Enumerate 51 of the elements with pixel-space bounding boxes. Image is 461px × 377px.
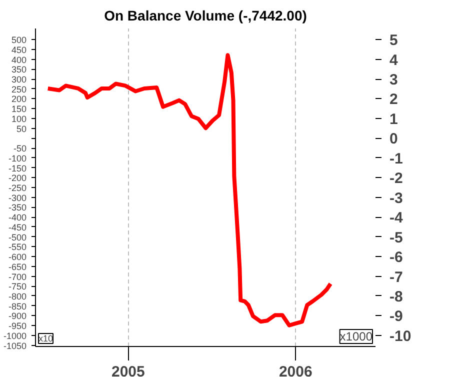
y-tick-label: -150 xyxy=(8,163,26,174)
y-tick-label: 350 xyxy=(11,64,27,75)
y-tick-label: 150 xyxy=(11,104,27,114)
y2-tick-label: 2 xyxy=(390,91,398,108)
x-tick-label: 2006 xyxy=(278,364,312,377)
y-tick-label: -650 xyxy=(8,262,26,272)
y2-tick-label: 1 xyxy=(390,110,398,128)
y-tick-label: 50 xyxy=(16,124,27,134)
y-tick-label: -200 xyxy=(8,173,26,184)
y-tick-label: -50 xyxy=(13,144,27,154)
y2-tick-label: 4 xyxy=(390,52,398,69)
y-tick-label: -700 xyxy=(8,272,26,282)
y2-tick-label: 3 xyxy=(390,72,398,88)
y2-tick-label: 5 xyxy=(390,32,398,50)
y-tick-label: -300 xyxy=(8,192,26,203)
y-tick-label: -400 xyxy=(8,212,26,223)
y-tick-label: 300 xyxy=(11,74,27,84)
y-tick-label: -900 xyxy=(8,311,26,322)
line-series xyxy=(46,53,333,328)
y-tick-label: -800 xyxy=(8,292,26,302)
y-tick-label: -750 xyxy=(8,282,26,292)
y2-tick-label: 0 xyxy=(390,130,398,148)
y2-tick-label: -9 xyxy=(390,308,403,326)
y-tick-label: -1050 xyxy=(3,340,27,351)
y-tick-label: 400 xyxy=(11,54,27,65)
y-tick-label: 450 xyxy=(11,44,27,55)
y-tick-label: -450 xyxy=(8,222,26,232)
y-tick-label: 200 xyxy=(11,94,27,104)
x-tick-label: 2005 xyxy=(112,364,145,377)
y2-tick-label: -2 xyxy=(390,170,403,188)
y-tick-label: 100 xyxy=(11,114,27,124)
y2-tick-label: -1 xyxy=(390,150,403,168)
y2-tick-label: -6 xyxy=(390,249,403,266)
y-tick-label: -250 xyxy=(8,183,26,193)
y-tick-label: -950 xyxy=(8,321,26,332)
y-tick-label: -550 xyxy=(8,242,26,252)
y-tick-label: -850 xyxy=(8,301,26,312)
y2-tick-label: -3 xyxy=(390,190,403,207)
y-tick-label: -600 xyxy=(8,252,26,262)
y-tick-label: -500 xyxy=(8,232,26,242)
y2-tick-label: -10 xyxy=(390,328,412,345)
y-tick-label: -350 xyxy=(8,202,26,213)
y-tick-label: 500 xyxy=(11,35,27,46)
y2-tick-label: -4 xyxy=(390,210,404,227)
chart-title: On Balance Volume (-,7442.00) xyxy=(104,8,307,24)
y2-tick-label: -8 xyxy=(390,288,403,306)
y-tick-label: -100 xyxy=(8,153,26,164)
y-tick-label: 250 xyxy=(11,84,27,94)
y-tick-label: -1000 xyxy=(3,330,27,341)
y2-tick-label: -5 xyxy=(390,229,403,246)
y2-tick-label: -7 xyxy=(390,268,403,286)
